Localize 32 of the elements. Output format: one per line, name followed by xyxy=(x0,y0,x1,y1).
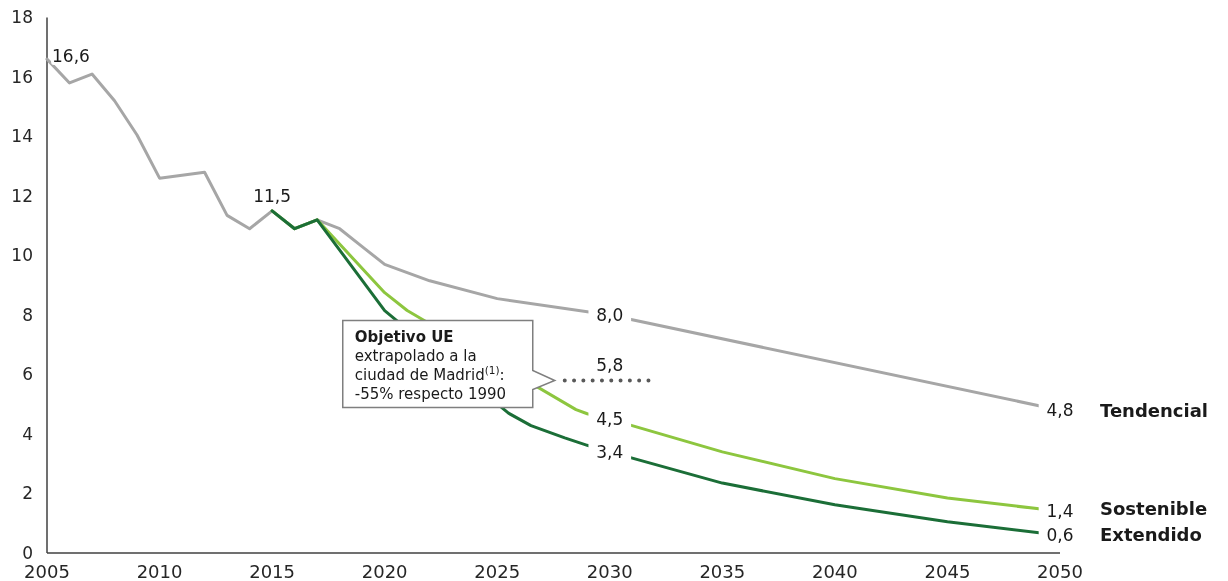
x-tick-label: 2025 xyxy=(474,561,521,581)
series-label: Tendencial xyxy=(1100,399,1208,421)
data-label: 4,8 xyxy=(1046,400,1074,421)
y-tick-label: 8 xyxy=(22,304,33,325)
x-tick-label: 2040 xyxy=(811,561,858,581)
data-label: 11,5 xyxy=(253,185,292,206)
x-tick-label: 2010 xyxy=(136,561,183,581)
x-tick-label: 2030 xyxy=(586,561,633,581)
y-tick-label: 10 xyxy=(11,245,33,266)
y-tick-label: 16 xyxy=(11,66,33,87)
data-label: 3,4 xyxy=(596,441,624,462)
x-tick-label: 2015 xyxy=(249,561,296,581)
series-label: Extendido xyxy=(1100,524,1202,546)
x-tick-label: 2020 xyxy=(361,561,408,581)
y-tick-label: 0 xyxy=(22,542,33,563)
data-label: 0,6 xyxy=(1046,525,1074,546)
data-label: 8,0 xyxy=(596,304,624,325)
data-label: 5,8 xyxy=(596,355,624,376)
y-tick-label: 4 xyxy=(22,423,33,444)
x-tick-label: 2005 xyxy=(24,561,70,581)
y-tick-label: 12 xyxy=(11,185,33,206)
y-tick-label: 6 xyxy=(22,364,33,385)
y-tick-label: 14 xyxy=(11,126,33,147)
x-tick-label: 2050 xyxy=(1037,561,1083,581)
series-label: Sostenible xyxy=(1100,498,1208,520)
annotation: Objetivo UE extrapolado a la ciudad de Madrid$^{(1)}$: -55% respecto 1990 xyxy=(354,328,507,404)
data-label: 16,6 xyxy=(52,46,90,67)
data-label: 1,4 xyxy=(1046,501,1074,522)
x-tick-label: 2045 xyxy=(924,561,971,581)
y-tick-label: 2 xyxy=(22,483,33,504)
x-tick-label: 2035 xyxy=(699,561,746,581)
y-tick-label: 18 xyxy=(11,7,33,28)
